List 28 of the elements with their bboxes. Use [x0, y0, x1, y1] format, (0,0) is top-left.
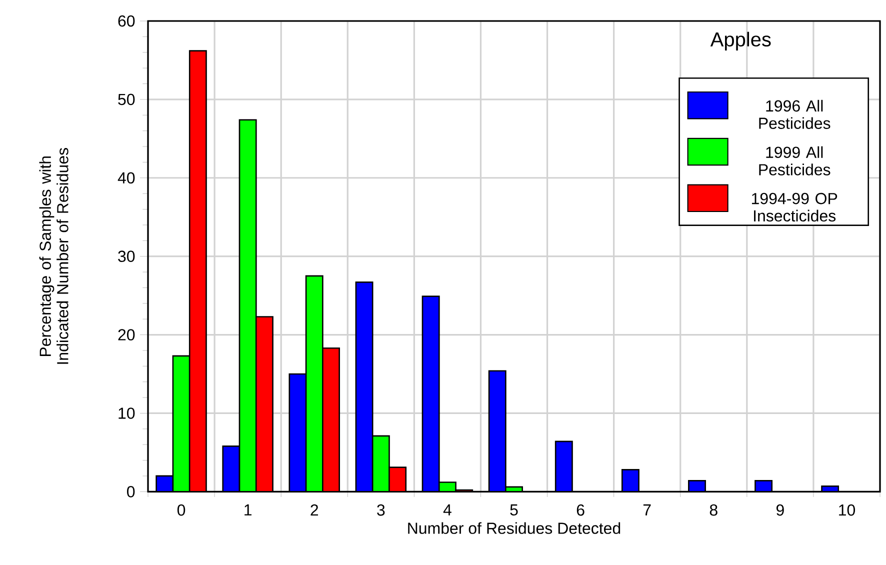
y-tick-label: 20: [118, 329, 135, 340]
x-tick-label: 1: [244, 504, 252, 516]
y-tick-label: 50: [118, 94, 135, 106]
x-tick-label: 9: [776, 504, 784, 516]
x-tick-label: 8: [710, 504, 718, 516]
x-tick-label: 0: [177, 504, 186, 516]
x-tick-label: 3: [377, 504, 385, 516]
y-tick-label: 60: [118, 15, 135, 27]
y-tick-label: 0: [127, 486, 135, 498]
y-axis-title: Percentage of Samples with Indicated Number of Residues: [39, 148, 68, 364]
bar: [305, 275, 324, 492]
y-tick-label: 30: [118, 250, 135, 262]
x-tick-label: 2: [310, 504, 318, 516]
x-axis-title: Number of Residues Detected: [408, 522, 620, 534]
bar: [238, 119, 257, 492]
y-tick-label: 40: [118, 172, 135, 184]
legend-label: 1996 All Pesticides: [759, 100, 830, 129]
legend-label: 1994-99 OP Insecticides: [752, 192, 838, 222]
x-tick-label: 6: [576, 504, 584, 516]
x-tick-label: 10: [839, 504, 856, 516]
bar: [172, 355, 190, 492]
text: Apples: [710, 32, 771, 50]
x-tick-label: 4: [443, 504, 452, 516]
bar: [188, 50, 207, 492]
y-tick-label: 10: [118, 408, 135, 419]
legend-label: 1999 All Pesticides: [759, 146, 830, 176]
x-tick-label: 5: [510, 504, 518, 516]
x-tick-label: 7: [643, 504, 651, 516]
